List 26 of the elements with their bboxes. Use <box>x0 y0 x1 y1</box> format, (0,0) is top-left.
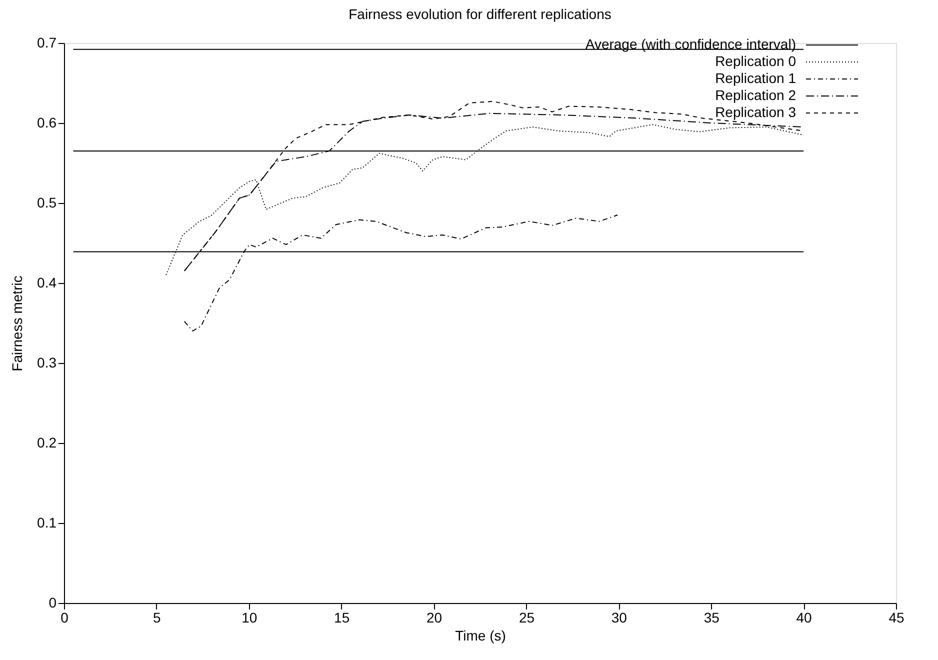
legend-label: Replication 2 <box>715 87 796 103</box>
legend-label: Replication 3 <box>715 104 796 120</box>
x-tick-label: 25 <box>518 610 535 626</box>
x-tick-label: 30 <box>611 610 628 626</box>
y-tick-label: 0 <box>48 594 57 610</box>
y-tick-label: 0.4 <box>37 274 57 290</box>
x-tick-label: 15 <box>334 610 350 626</box>
y-tick-label: 0.1 <box>37 514 57 530</box>
x-axis-title: Time (s) <box>455 628 506 644</box>
y-tick-label: 0.2 <box>37 434 57 450</box>
chart-title: Fairness evolution for different replications <box>348 6 612 22</box>
y-tick-label: 0.3 <box>37 354 57 370</box>
legend-label: Average (with confidence interval) <box>585 36 796 52</box>
x-tick-label: 0 <box>60 610 69 626</box>
y-tick-label: 0.5 <box>37 194 57 210</box>
y-axis-title: Fairness metric <box>9 276 26 372</box>
legend-label: Replication 1 <box>715 70 796 86</box>
legend-label: Replication 0 <box>715 53 796 69</box>
x-tick-label: 10 <box>242 610 258 626</box>
y-tick-label: 0.7 <box>37 34 57 50</box>
y-tick-label: 0.6 <box>37 114 57 130</box>
x-tick-label: 20 <box>426 610 442 626</box>
x-tick-label: 40 <box>796 610 812 626</box>
x-tick-label: 45 <box>888 610 904 626</box>
x-tick-label: 35 <box>704 610 720 626</box>
x-tick-label: 5 <box>153 610 162 626</box>
